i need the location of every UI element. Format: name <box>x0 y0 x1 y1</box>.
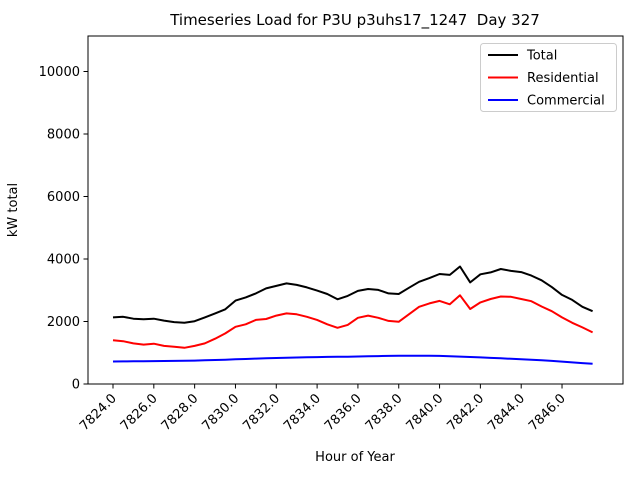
x-tick-label: 7844.0 <box>485 391 528 434</box>
y-tick-label: 8000 <box>47 128 80 143</box>
series-line-total <box>112 265 593 324</box>
x-tick-label: 7824.0 <box>77 391 120 434</box>
series-line-residential <box>112 294 594 349</box>
y-tick-label: 4000 <box>47 253 80 268</box>
x-tick-label: 7840.0 <box>404 391 447 434</box>
x-tick-label: 7826.0 <box>118 391 161 434</box>
legend: Total Residential Commercial <box>480 43 617 112</box>
chart-title: Timeseries Load for P3U p3uhs17_1247 Day… <box>169 11 540 30</box>
series-line-commercial <box>112 354 593 365</box>
x-tick-label: 7838.0 <box>363 391 406 434</box>
y-axis-label: kW total <box>6 183 21 237</box>
legend-label-commercial: Commercial <box>527 94 605 109</box>
x-tick-label: 7830.0 <box>200 391 243 434</box>
x-axis-label: Hour of Year <box>315 450 395 465</box>
plot-border <box>87 35 624 385</box>
y-tick-label: 10000 <box>39 65 80 80</box>
x-tick-label: 7846.0 <box>526 391 569 434</box>
legend-box <box>480 43 617 112</box>
x-tick-label: 7834.0 <box>281 391 324 434</box>
x-tick-label: 7836.0 <box>322 391 365 434</box>
y-tick-label: 6000 <box>47 190 80 205</box>
x-tick-label: 7842.0 <box>444 391 487 434</box>
legend-label-residential: Residential <box>527 71 599 86</box>
y-tick-label: 2000 <box>47 315 80 330</box>
y-tick-label: 0 <box>72 378 80 393</box>
legend-label-total: Total <box>526 49 557 64</box>
x-tick-label: 7832.0 <box>240 391 283 434</box>
x-tick-label: 7828.0 <box>159 391 202 434</box>
